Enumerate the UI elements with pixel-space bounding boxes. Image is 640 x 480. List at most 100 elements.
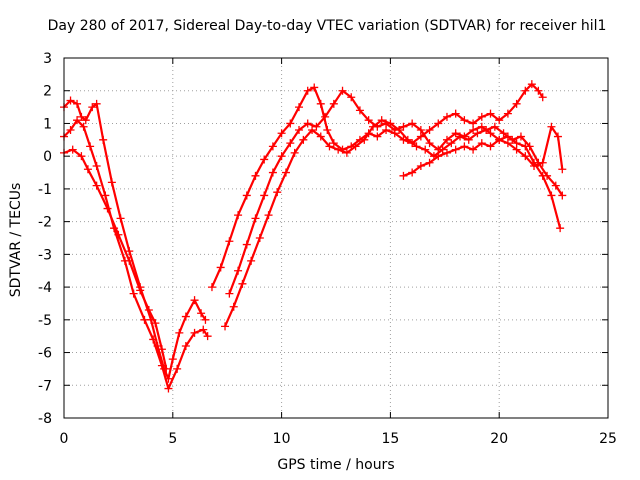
data-point — [88, 103, 97, 112]
data-point — [325, 142, 334, 151]
grid-lines — [64, 58, 608, 418]
data-point — [451, 109, 460, 118]
data-point — [338, 86, 347, 95]
y-tick-label: 0 — [43, 149, 52, 165]
data-point — [512, 99, 521, 108]
data-point — [490, 122, 499, 131]
data-point — [277, 129, 286, 138]
plot-frame — [63, 57, 609, 419]
x-tick-label: 10 — [273, 431, 291, 447]
data-point — [164, 384, 173, 393]
data-point — [469, 145, 478, 154]
data-point — [553, 132, 562, 141]
data-point — [460, 116, 469, 125]
data-point — [403, 135, 412, 144]
data-point — [477, 122, 486, 131]
series-track-3 — [60, 145, 171, 373]
data-point — [175, 328, 184, 337]
data-point — [277, 152, 286, 161]
data-point — [425, 126, 434, 134]
data-point — [508, 135, 517, 144]
data-point — [238, 279, 247, 288]
data-point — [516, 132, 525, 141]
data-point — [495, 116, 504, 125]
y-tick-label: -7 — [38, 378, 52, 394]
series-track-2 — [60, 116, 212, 393]
data-point — [512, 145, 521, 154]
plot-area — [60, 80, 567, 393]
data-point — [456, 132, 465, 141]
data-point — [399, 122, 408, 131]
data-point — [473, 129, 482, 138]
data-point — [447, 139, 456, 148]
data-point — [83, 165, 92, 174]
data-point — [201, 315, 210, 324]
data-point — [157, 345, 166, 354]
y-tick-label: -3 — [38, 247, 52, 263]
data-point — [434, 119, 443, 128]
data-point — [425, 139, 434, 148]
data-point — [547, 191, 556, 200]
data-point — [386, 119, 395, 128]
data-point — [451, 145, 460, 154]
data-point — [190, 296, 199, 305]
data-point — [486, 142, 495, 151]
data-point — [197, 309, 206, 318]
data-point — [451, 129, 460, 138]
data-point — [334, 145, 343, 154]
x-tick-label: 0 — [60, 431, 69, 447]
data-point — [538, 93, 547, 102]
data-point — [286, 119, 295, 128]
data-point — [242, 191, 251, 200]
data-point — [242, 240, 251, 249]
data-point — [225, 237, 234, 246]
data-point — [103, 204, 112, 213]
data-point — [308, 126, 317, 134]
data-point — [425, 158, 434, 167]
data-point — [538, 158, 547, 167]
data-point — [442, 112, 451, 121]
y-tick-label: -1 — [38, 182, 52, 198]
data-point — [329, 99, 338, 108]
data-point — [469, 126, 478, 134]
data-point — [416, 126, 425, 134]
data-point — [247, 256, 256, 265]
data-point — [321, 112, 330, 121]
data-point — [77, 152, 86, 161]
data-point — [79, 122, 88, 131]
data-point — [303, 86, 312, 95]
data-point — [310, 83, 319, 92]
data-point — [434, 152, 443, 161]
y-tick-label: -5 — [38, 313, 52, 329]
data-point — [234, 266, 243, 275]
y-tick-label: -8 — [38, 411, 52, 427]
data-point — [477, 112, 486, 121]
data-point — [264, 211, 273, 220]
data-point — [77, 112, 86, 121]
data-point — [412, 142, 421, 151]
data-point — [329, 139, 338, 148]
data-point — [251, 171, 260, 180]
data-point — [86, 142, 95, 151]
series-line — [63, 99, 207, 380]
data-point — [482, 126, 491, 134]
data-point — [534, 86, 543, 95]
data-point — [92, 181, 101, 190]
data-point — [464, 135, 473, 144]
x-axis-label: GPS time / hours — [277, 457, 394, 473]
data-point — [260, 155, 269, 164]
data-point — [203, 332, 212, 341]
data-point — [342, 148, 351, 157]
data-point — [295, 126, 304, 134]
data-point — [295, 103, 304, 112]
y-tick-label: -2 — [38, 215, 52, 231]
data-point — [136, 286, 145, 295]
data-point — [99, 135, 108, 144]
data-point — [207, 283, 216, 292]
data-point — [323, 126, 332, 134]
data-point — [66, 96, 75, 105]
chart-title: Day 280 of 2017, Sidereal Day-to-day VTE… — [48, 18, 607, 34]
data-point — [268, 168, 277, 177]
data-point — [551, 181, 560, 190]
